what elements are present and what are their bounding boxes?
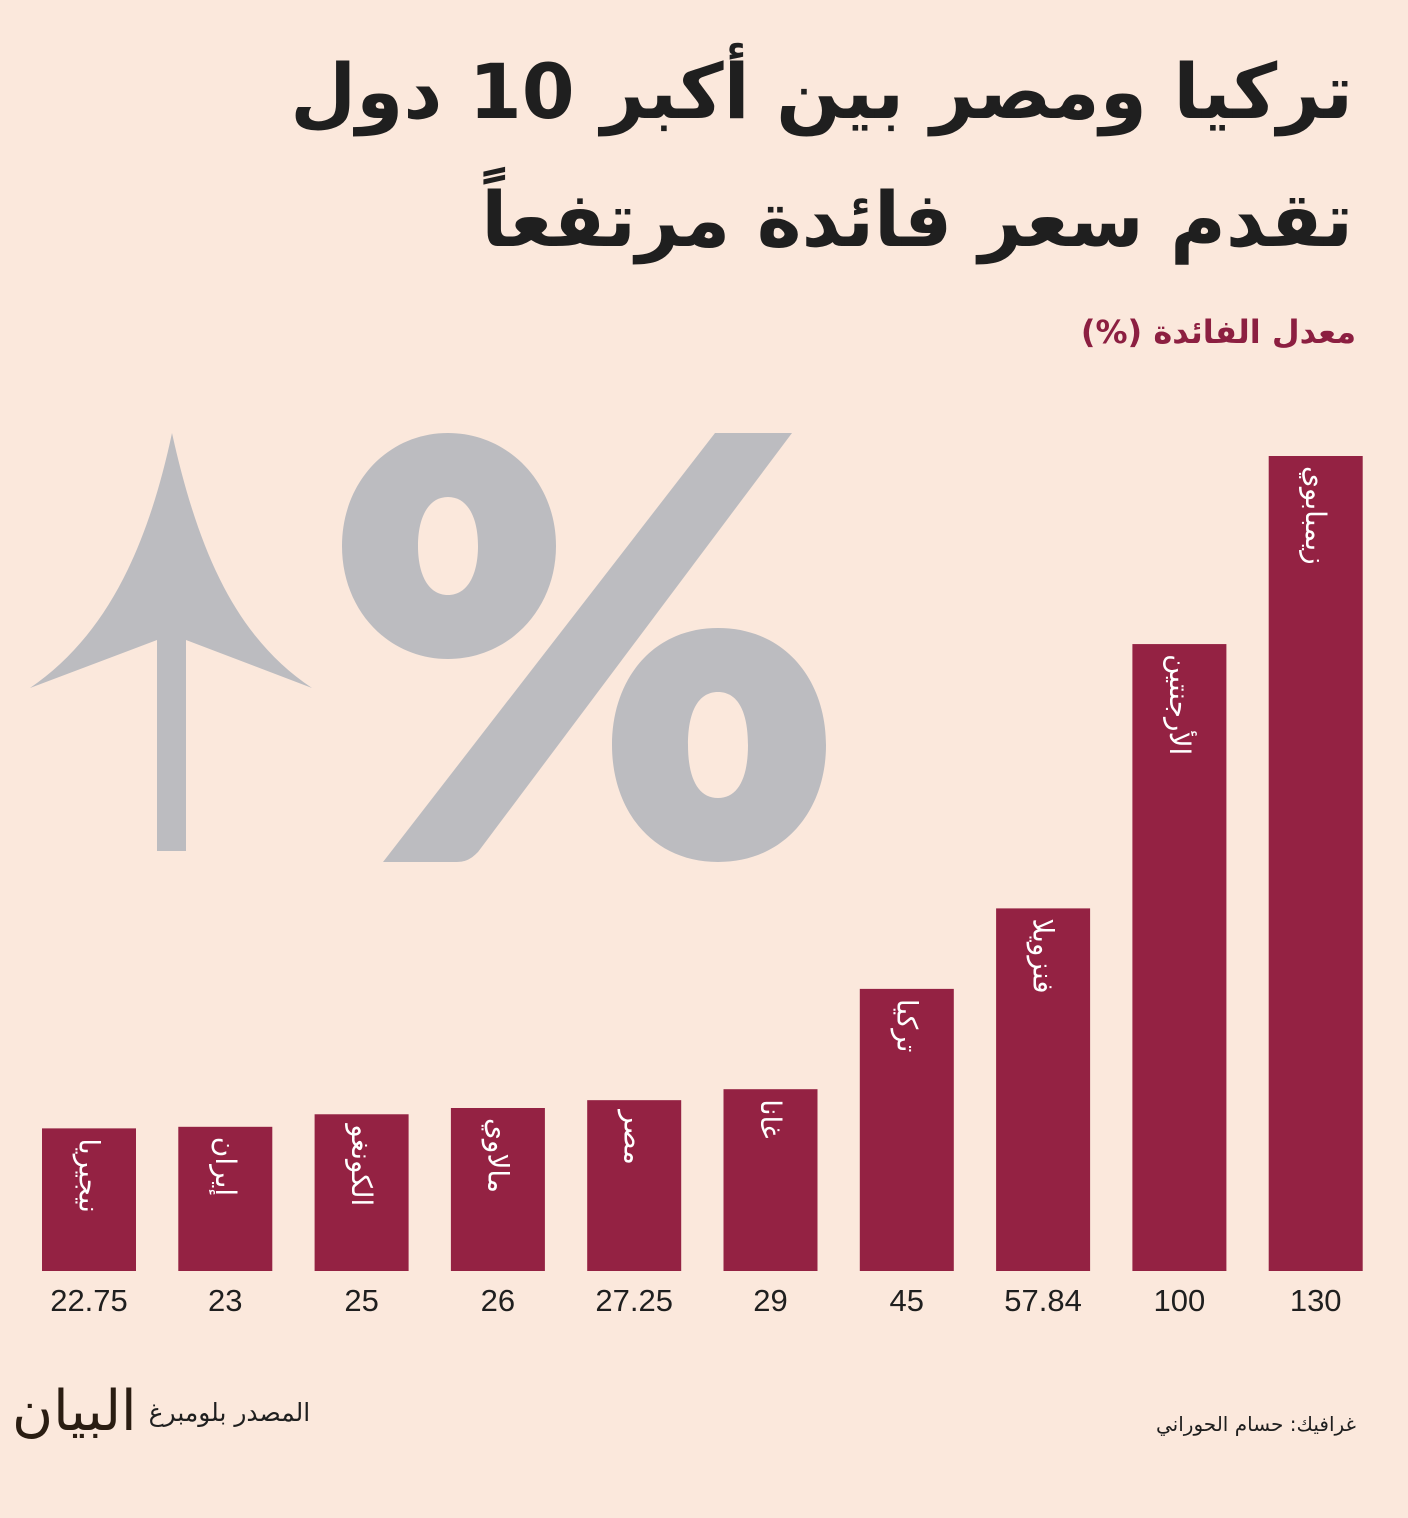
- percent-icon: [342, 433, 826, 862]
- bar-value-label: 57.84: [1004, 1283, 1082, 1318]
- bar-value-label: 25: [344, 1283, 378, 1318]
- bar-value-label: 27.25: [595, 1283, 673, 1318]
- graphic-credit: غرافيك: حسام الحوراني: [1156, 1412, 1356, 1436]
- chart-title-line-2: تقدم سعر فائدة مرتفعاً: [481, 175, 1353, 264]
- bar: [859, 988, 954, 1271]
- bar-value-label: 26: [481, 1283, 515, 1318]
- bar: [450, 1108, 545, 1271]
- bar: [1132, 644, 1227, 1271]
- bar-category-label: فنزويلا: [1027, 918, 1060, 993]
- bar-value-label: 100: [1154, 1283, 1206, 1318]
- bar-category-label: زيمبابوي: [1299, 466, 1332, 565]
- bar-category-label: تركيا: [890, 999, 923, 1053]
- bar-category-label: إيران: [209, 1137, 242, 1196]
- bar-category-label: مالاوي: [481, 1118, 514, 1193]
- bar: [996, 908, 1091, 1271]
- bar: [178, 1126, 273, 1271]
- bar-category-label: نيجيريا: [73, 1138, 106, 1213]
- footer-branding: البيان المصدر بلومبرغ: [12, 1372, 310, 1452]
- source-note: المصدر بلومبرغ: [148, 1397, 311, 1427]
- bar-value-label: 22.75: [50, 1283, 128, 1318]
- bar: [42, 1128, 136, 1271]
- chart-title: تركيا ومصر بين أكبر 10 دول تقدم سعر فائد…: [253, 28, 1353, 284]
- y-axis-label: معدل الفائدة (%): [1080, 313, 1356, 351]
- bar: [587, 1100, 682, 1271]
- bar-category-label: غانا: [754, 1099, 787, 1139]
- bar-value-label: 130: [1290, 1283, 1342, 1318]
- albayan-logo: البيان: [12, 1379, 137, 1444]
- bar-value-label: 23: [208, 1283, 242, 1318]
- bar: [1268, 456, 1363, 1271]
- bar: [314, 1114, 409, 1271]
- bar: [723, 1089, 818, 1271]
- bar-category-label: الأرجنتين: [1163, 654, 1198, 755]
- bar-category-label: الكونغو: [345, 1122, 378, 1206]
- chart-title-line-1: تركيا ومصر بين أكبر 10 دول: [290, 47, 1353, 136]
- bar-category-label: مصر: [618, 1108, 651, 1165]
- up-arrow-icon: [30, 433, 312, 851]
- bar-value-label: 29: [753, 1283, 787, 1318]
- bar-value-label: 45: [890, 1283, 924, 1318]
